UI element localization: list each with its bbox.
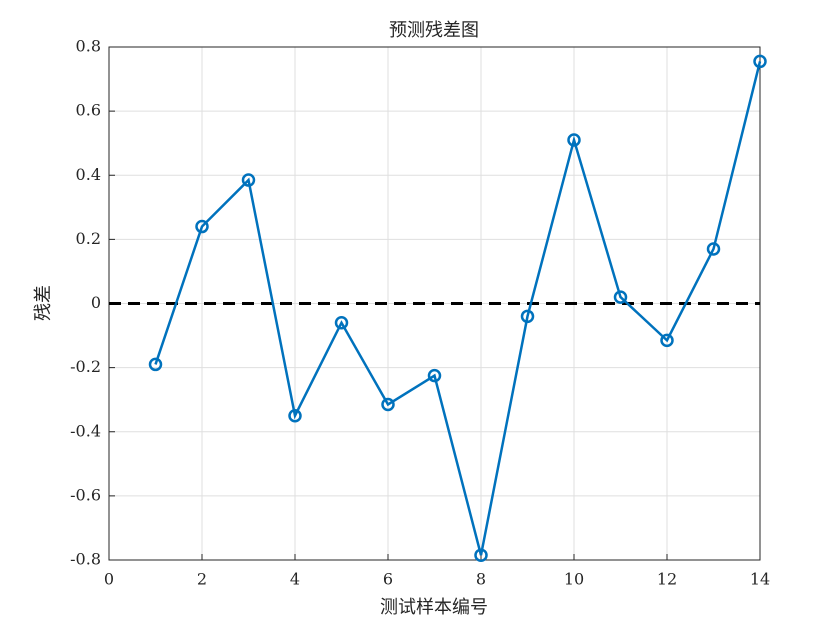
data-point: [241, 173, 256, 187]
data-point: [660, 333, 674, 348]
y-tick-label: -0.4: [70, 421, 101, 440]
data-point: [753, 54, 767, 69]
x-tick-label: 2: [197, 570, 207, 589]
x-tick-label: 0: [104, 570, 114, 589]
data-point: [567, 133, 581, 147]
data-point: [706, 242, 721, 256]
data-point: [148, 357, 163, 372]
y-tick-label: 0.8: [76, 37, 101, 56]
y-tick-label: -0.8: [70, 550, 101, 569]
x-tick-label: 8: [476, 570, 486, 589]
data-point: [474, 548, 488, 562]
data-point: [381, 397, 395, 412]
y-tick-label: -0.6: [70, 485, 101, 504]
data-point: [288, 408, 302, 423]
x-tick-label: 4: [290, 570, 300, 589]
y-tick-label: -0.2: [70, 357, 101, 376]
y-tick-label: 0.6: [76, 101, 101, 120]
y-tick-label: 0.4: [76, 165, 101, 184]
chart-title: 预测残差图: [389, 20, 479, 41]
y-tick-label: 0.2: [76, 229, 101, 248]
data-point: [195, 219, 209, 234]
x-tick-label: 6: [383, 570, 393, 589]
data-point: [427, 368, 442, 383]
y-axis-label: 残差: [33, 285, 54, 321]
series-line: [154, 61, 762, 556]
x-tick-label: 12: [657, 570, 677, 589]
x-tick-label: 14: [750, 570, 770, 589]
data-point: [613, 290, 628, 304]
data-point: [520, 309, 535, 324]
data-point: [334, 315, 349, 330]
x-axis-label: 测试样本编号: [380, 597, 488, 618]
y-tick-label: 0: [91, 293, 101, 312]
x-tick-label: 10: [564, 570, 584, 589]
